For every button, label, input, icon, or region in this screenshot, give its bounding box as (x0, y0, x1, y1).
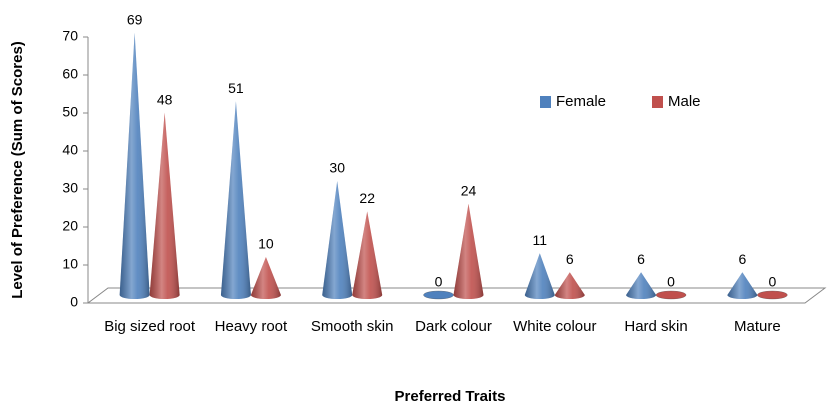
value-label: 6 (738, 251, 746, 267)
legend-swatch (540, 96, 551, 108)
cone (423, 290, 454, 300)
cone-shading (626, 272, 657, 299)
value-label: 30 (329, 160, 345, 176)
cone (655, 290, 687, 300)
cone-shading (322, 181, 353, 299)
cone-shading (119, 32, 150, 299)
cone-shading (149, 112, 180, 299)
x-tick-label: Big sized root (104, 318, 196, 335)
y-tick-label: 30 (62, 180, 78, 196)
cone-shading (524, 253, 555, 299)
y-tick-label: 70 (62, 28, 78, 44)
value-label: 11 (533, 232, 548, 248)
y-axis-title: Level of Preference (Sum of Scores) (9, 41, 26, 299)
value-label: 0 (768, 274, 776, 290)
value-label: 48 (157, 91, 173, 107)
y-tick-label: 50 (62, 104, 78, 120)
legend-label: Female (556, 93, 606, 110)
x-tick-label: Smooth skin (310, 318, 394, 335)
value-label: 6 (566, 251, 574, 267)
cone (757, 290, 788, 300)
x-tick-label: White colour (513, 318, 597, 335)
cone-shading (250, 257, 281, 299)
value-label: 10 (258, 236, 274, 252)
cone-shading (220, 101, 251, 299)
cone-shading (453, 203, 484, 299)
value-label: 51 (228, 80, 244, 96)
value-label: 22 (359, 190, 375, 206)
cone-shading (727, 272, 758, 299)
legend-label: Male (668, 93, 701, 110)
value-label: 69 (127, 12, 143, 28)
cone-shading (554, 272, 585, 299)
x-tick-label: Mature (734, 318, 781, 335)
value-label: 6 (637, 251, 645, 267)
value-label: 24 (461, 183, 477, 199)
y-tick-label: 40 (62, 142, 78, 158)
x-axis-title: Preferred Traits (395, 388, 506, 405)
x-tick-label: Hard skin (624, 318, 688, 335)
y-tick-label: 20 (62, 218, 78, 234)
x-tick-label: Dark colour (415, 318, 492, 335)
value-label: 0 (435, 274, 443, 290)
x-tick-label: Heavy root (214, 318, 288, 335)
value-label: 0 (667, 274, 675, 290)
legend-swatch (652, 96, 663, 108)
y-tick-label: 10 (62, 256, 78, 272)
cone-shading (352, 211, 383, 299)
y-tick-label: 60 (62, 66, 78, 82)
y-tick-label: 0 (70, 294, 78, 310)
